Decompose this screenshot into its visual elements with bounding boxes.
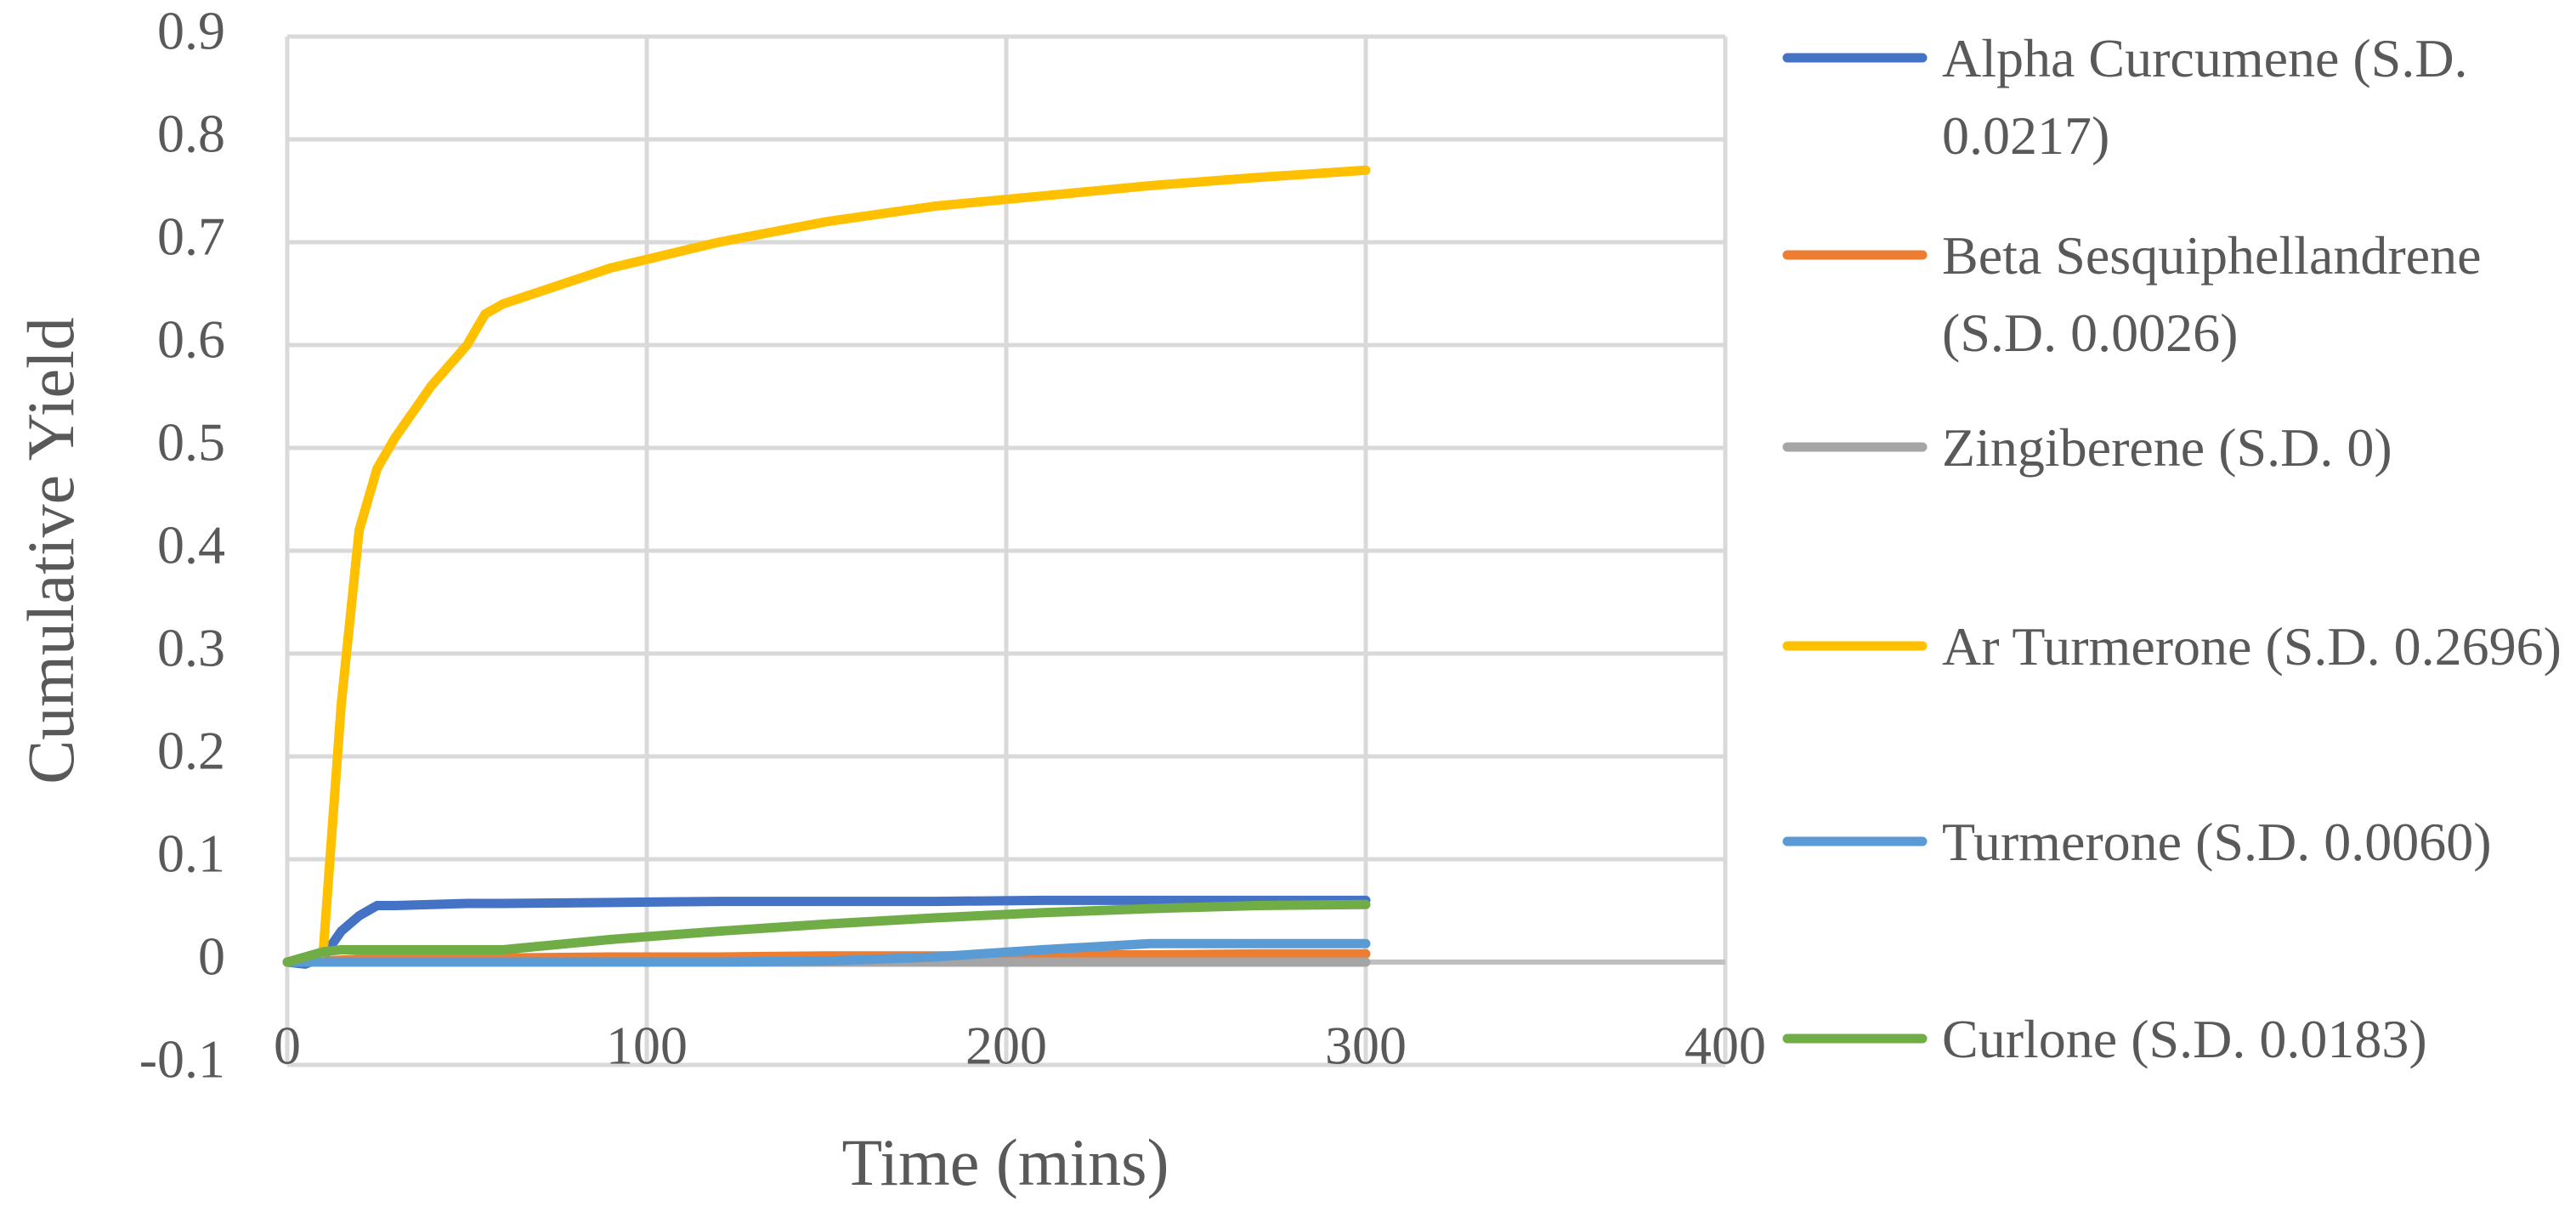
x-tick-label: 200 — [965, 1016, 1047, 1076]
y-tick-label: 0.6 — [157, 309, 225, 370]
x-tick-label: 100 — [606, 1016, 688, 1076]
x-axis-title: Time (mins) — [841, 1125, 1169, 1199]
y-tick-label: 0.3 — [157, 618, 225, 678]
legend-label: Alpha Curcumene (S.D. 0.0217) — [1942, 28, 2468, 166]
legend-label: Zingiberene (S.D. 0) — [1942, 417, 2392, 478]
legend-label: Turmerone (S.D. 0.0060) — [1942, 812, 2492, 872]
y-tick-label: 0.5 — [157, 412, 225, 473]
legend-label: Ar Turmerone (S.D. 0.2696) — [1942, 616, 2562, 677]
y-tick-label: 0.9 — [157, 1, 225, 61]
y-tick-label: 0.4 — [157, 515, 225, 575]
legend-label: Beta Sesquiphellandrene (S.D. 0.0026) — [1942, 225, 2482, 363]
x-tick-label: 0 — [274, 1016, 301, 1076]
y-tick-label: 0.7 — [157, 207, 225, 267]
series-line — [282, 165, 1371, 967]
series-line — [282, 899, 1371, 967]
legend-label: Curlone (S.D. 0.0183) — [1942, 1009, 2427, 1069]
y-tick-label: -0.1 — [139, 1029, 225, 1090]
x-tick-label: 300 — [1325, 1016, 1407, 1076]
x-tick-label: 400 — [1684, 1016, 1766, 1076]
y-tick-label: 0.2 — [157, 721, 225, 781]
series-line — [282, 938, 1371, 967]
y-tick-label: 0 — [198, 926, 225, 987]
y-tick-label: 0.8 — [157, 104, 225, 164]
grid — [285, 34, 1728, 1067]
y-tick-label: 0.1 — [157, 824, 225, 884]
series-line — [282, 895, 1371, 969]
y-axis-title: Cumulative Yield — [14, 317, 88, 784]
